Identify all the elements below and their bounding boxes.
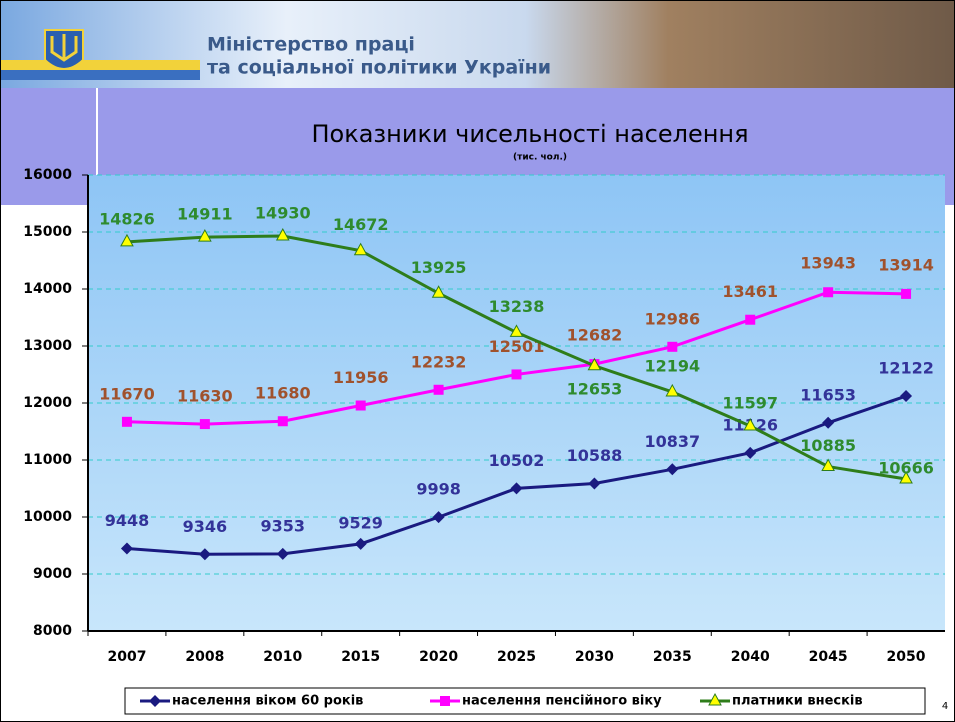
data-label: 9448 xyxy=(105,511,150,530)
y-tick-label: 11000 xyxy=(23,452,72,468)
point xyxy=(122,417,132,427)
y-tick-label: 15000 xyxy=(23,224,72,240)
data-label: 12232 xyxy=(411,352,467,371)
data-label: 11680 xyxy=(255,384,311,403)
x-tick-label: 2008 xyxy=(185,649,224,665)
data-label: 13925 xyxy=(411,258,467,277)
data-label: 12682 xyxy=(567,326,623,345)
data-label: 13943 xyxy=(800,254,856,273)
point xyxy=(901,289,911,299)
y-tick-label: 8000 xyxy=(33,623,72,639)
data-label: 13914 xyxy=(878,255,934,274)
header-stripe xyxy=(0,70,200,80)
chart-subtitle: (тис. чол.) xyxy=(513,153,567,163)
data-label: 14911 xyxy=(177,205,233,224)
legend-label: платники внесків xyxy=(732,694,863,709)
data-label: 10502 xyxy=(489,451,545,470)
x-tick-label: 2025 xyxy=(497,649,536,665)
point xyxy=(823,287,833,297)
data-label: 9529 xyxy=(338,513,383,532)
x-tick-label: 2015 xyxy=(341,649,380,665)
header-title: та соціальної політики України xyxy=(207,57,551,79)
legend-label: населення віком 60 років xyxy=(172,694,363,709)
y-tick-label: 14000 xyxy=(23,281,72,297)
data-label: 13461 xyxy=(722,282,778,301)
page-number: 4 xyxy=(942,701,948,712)
data-label: 14672 xyxy=(333,215,389,234)
x-tick-label: 2030 xyxy=(575,649,614,665)
x-tick-label: 2040 xyxy=(731,649,770,665)
point xyxy=(512,369,522,379)
data-label: 9998 xyxy=(416,480,461,499)
data-label: 11670 xyxy=(99,384,155,403)
y-tick-label: 10000 xyxy=(23,509,72,525)
y-tick-label: 13000 xyxy=(23,338,72,354)
data-label: 11956 xyxy=(333,368,389,387)
chart-title: Показники чисельності населення xyxy=(311,120,748,148)
data-label: 11597 xyxy=(722,393,778,412)
x-tick-label: 2007 xyxy=(107,649,146,665)
y-tick-label: 16000 xyxy=(23,167,72,183)
data-label: 12653 xyxy=(567,379,623,398)
y-tick-label: 12000 xyxy=(23,395,72,411)
point xyxy=(200,419,210,429)
data-label: 9346 xyxy=(183,517,228,536)
header-title: Міністерство праці xyxy=(207,34,415,56)
header-stripe xyxy=(0,60,200,70)
data-label: 10588 xyxy=(567,446,623,465)
x-tick-label: 2020 xyxy=(419,649,458,665)
point xyxy=(745,315,755,325)
data-label: 11630 xyxy=(177,387,233,406)
x-tick-label: 2050 xyxy=(887,649,926,665)
data-label: 14930 xyxy=(255,203,311,222)
point xyxy=(356,401,366,411)
data-label: 12194 xyxy=(644,356,700,375)
data-label: 11653 xyxy=(800,385,856,404)
point xyxy=(434,385,444,395)
x-tick-label: 2010 xyxy=(263,649,302,665)
data-label: 10885 xyxy=(800,436,856,455)
data-label: 12986 xyxy=(644,309,700,328)
data-label: 13238 xyxy=(489,297,545,316)
y-tick-label: 9000 xyxy=(33,566,72,582)
slide: Міністерство праці та соціальної політик… xyxy=(0,0,955,722)
x-tick-label: 2045 xyxy=(809,649,848,665)
point xyxy=(440,696,450,706)
data-label: 9353 xyxy=(261,516,306,535)
data-label: 10837 xyxy=(644,432,700,451)
legend-label: населення пенсійного віку xyxy=(462,694,662,709)
data-label: 10666 xyxy=(878,459,934,478)
point xyxy=(667,342,677,352)
x-tick-label: 2035 xyxy=(653,649,692,665)
point xyxy=(278,416,288,426)
data-label: 12122 xyxy=(878,359,934,378)
data-label: 14826 xyxy=(99,209,155,228)
